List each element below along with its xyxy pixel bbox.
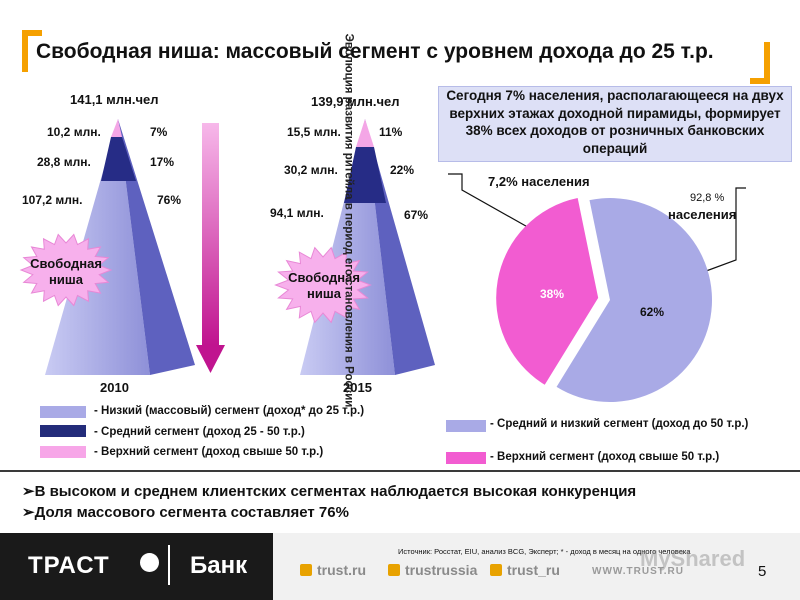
niche-label-2015: Свободная ниша <box>288 270 360 301</box>
pie-label-small: 7,2% населения <box>488 174 590 189</box>
leader-line-small <box>448 173 541 235</box>
pie-chart <box>448 173 746 403</box>
page-title: Свободная ниша: массовый сегмент с уровн… <box>36 40 714 63</box>
logo-circle-icon <box>140 553 159 572</box>
twitter-icon <box>490 564 502 576</box>
community-icon <box>388 564 400 576</box>
year-2010: 2010 <box>100 380 129 395</box>
link-www[interactable]: WWW.TRUST.RU <box>592 566 684 577</box>
corner-bracket-top-left <box>22 30 42 72</box>
lower-pct-2015: 67% <box>404 208 429 222</box>
pie-slice-mid-low <box>556 198 712 403</box>
link-trustrussia[interactable]: trustrussia <box>405 562 478 578</box>
logo-brand: ТРАСТ <box>28 552 110 579</box>
pie-slice-label-pink: 38% <box>540 287 565 301</box>
niche-starburst-2010 <box>19 233 113 307</box>
evolution-arrow <box>196 123 225 373</box>
link-trust-ru[interactable]: trust.ru <box>317 562 366 578</box>
source-note: Источник: Росстат, EIU, анализ BCG, Эксп… <box>398 547 691 556</box>
legend-low: - Низкий (массовый) сегмент (доход* до 2… <box>94 405 365 417</box>
legend-swatch-upper <box>40 446 86 458</box>
legend-middle: - Средний сегмент (доход 25 - 50 т.р.) <box>94 426 305 438</box>
niche-starburst-2015 <box>274 246 372 324</box>
link-trust-underscore[interactable]: trust_ru <box>507 562 560 578</box>
niche-label-2010: Свободная ниша <box>30 256 102 287</box>
lower-abs-2010: 107,2 млн. <box>22 193 83 207</box>
corner-bracket-bottom-right <box>750 42 770 84</box>
lower-pct-2010: 76% <box>157 193 182 207</box>
upper-pct-2015: 11% <box>379 125 403 139</box>
trust-logo[interactable]: ТРАСТ Банк <box>0 533 273 600</box>
pie-label-large-value: 92,8 % <box>690 192 725 204</box>
legend-swatch-top <box>446 452 486 464</box>
upper-abs-2010: 10,2 млн. <box>47 125 101 139</box>
watermark: MyShared <box>640 546 746 571</box>
middle-abs-2015: 30,2 млн. <box>284 163 338 177</box>
upper-pct-2010: 7% <box>150 125 168 139</box>
legend-swatch-mid-low <box>446 420 486 432</box>
page-number: 5 <box>758 563 767 580</box>
upper-abs-2015: 15,5 млн. <box>287 125 341 139</box>
lower-abs-2015: 94,1 млн. <box>270 206 324 220</box>
bullet-2: ➢Доля массового сегмента составляет 76% <box>22 504 349 521</box>
arrow-bullet-icon: ➢ <box>22 483 35 500</box>
pie-slice-upper <box>496 197 599 385</box>
legend-mid-low: - Средний и низкий сегмент (доход до 50 … <box>490 418 749 430</box>
callout-box: Сегодня 7% населения, располагающееся на… <box>438 86 792 162</box>
pyramids-graphic <box>19 119 435 375</box>
total-2015: 139,9 млн.чел <box>311 94 400 109</box>
total-2010: 141,1 млн.чел <box>70 92 159 107</box>
pyramid-2015 <box>300 119 435 375</box>
legend-upper: - Верхний сегмент (доход свыше 50 т.р.) <box>94 446 324 458</box>
divider <box>0 470 800 472</box>
middle-abs-2010: 28,8 млн. <box>37 155 91 169</box>
leader-line-large <box>697 187 746 275</box>
logo-separator <box>168 545 170 585</box>
arrow-bullet-icon: ➢ <box>22 504 35 521</box>
pie-label-large-text: населения <box>668 207 737 222</box>
middle-pct-2010: 17% <box>150 155 175 169</box>
legend-swatch-low <box>40 406 86 418</box>
legend-top: - Верхний сегмент (доход свыше 50 т.р.) <box>490 451 720 463</box>
rss-icon <box>300 564 312 576</box>
logo-bank: Банк <box>190 552 248 579</box>
middle-pct-2015: 22% <box>390 163 415 177</box>
bullet-1: ➢В высоком и среднем клиентских сегмента… <box>22 483 637 500</box>
pie-slice-label-blue: 62% <box>640 305 665 319</box>
legend-swatch-middle <box>40 425 86 437</box>
arrow-caption: Эволюция развития ритейла в период его с… <box>342 33 355 408</box>
year-2015: 2015 <box>343 380 372 395</box>
